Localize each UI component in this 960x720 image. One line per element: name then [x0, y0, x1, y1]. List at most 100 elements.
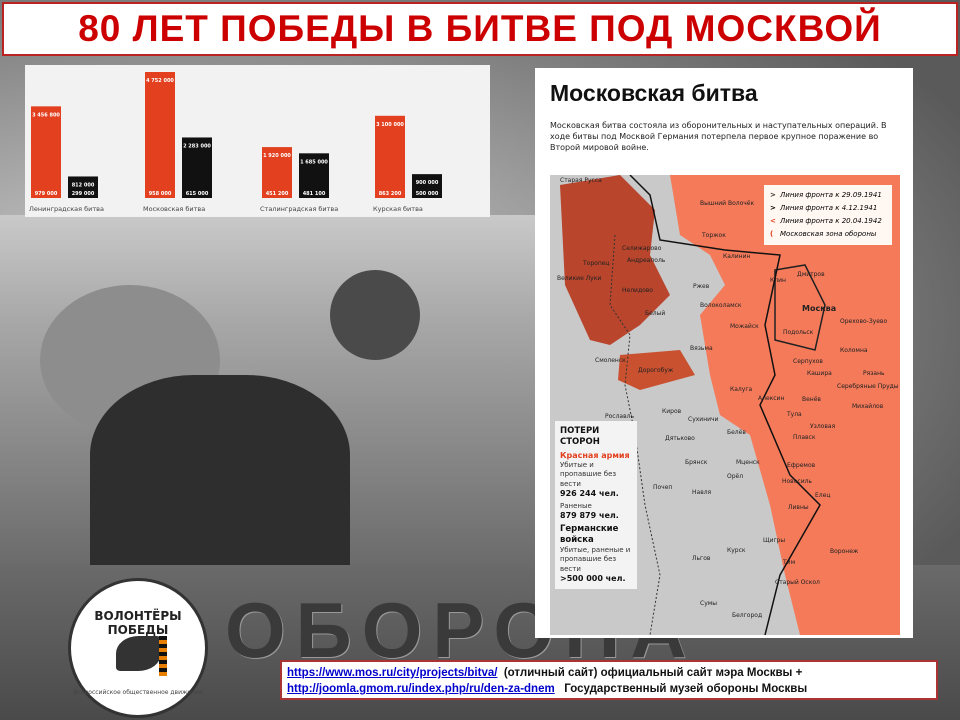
city-label: Дмитров [797, 271, 825, 278]
city-label: Плавск [793, 434, 816, 441]
bar-black-total [182, 137, 212, 198]
battle-name: Сталинградская битва [260, 205, 338, 213]
map-card: Московская битва Московская битва состоя… [535, 68, 913, 638]
city-label: Вязьма [690, 345, 713, 352]
bar-label: 3 456 800 [32, 112, 60, 118]
city-label: Ефремов [787, 462, 816, 469]
bar-label: 958 000 [149, 191, 172, 197]
city-label: Старый Оскол [775, 579, 820, 586]
bar-label: 615 000 [186, 191, 209, 197]
bar-label: 979 000 [35, 191, 58, 197]
city-label: Сухиничи [688, 416, 719, 423]
legend-label: Линия фронта к 29.09.1941 [780, 191, 882, 199]
city-label: Можайск [730, 323, 759, 330]
city-label: Старая Русса [560, 177, 602, 184]
dove-icon [116, 636, 161, 671]
occupied-area-center [618, 350, 695, 390]
bar-red-total [262, 147, 292, 198]
city-label: Орёл [727, 473, 744, 480]
occupied-area-north [560, 175, 670, 345]
city-label: Серпухов [793, 358, 823, 365]
battle-map: Старая Русса Вышний Волочёк Калинин Торжок Р… [550, 175, 900, 635]
bar-label: 1 685 000 [300, 159, 328, 165]
city-label: Калуга [730, 386, 753, 393]
bar-red-total [375, 115, 405, 198]
city-label: Ливны [788, 504, 809, 511]
city-label: Орехово-Зуево [840, 318, 888, 325]
legend-label: Линия фронта к 4.12.1941 [780, 204, 878, 212]
city-label: Льгов [692, 555, 711, 562]
city-label: Торжок [702, 232, 726, 239]
city-label: Рязань [863, 370, 885, 377]
city-label: Калинин [723, 253, 751, 260]
mos-link[interactable]: https://www.mos.ru/city/projects/bitva/ [287, 667, 498, 679]
title-banner: 80 ЛЕТ ПОБЕДЫ В БИТВЕ ПОД МОСКВОЙ [2, 2, 958, 56]
front-line-1941 [629, 175, 821, 635]
links-box: https://www.mos.ru/city/projects/bitva/ … [280, 660, 938, 700]
mos-link-desc: (отличный сайт) официальный сайт мэра Мо… [503, 667, 803, 679]
losses-infographic: 3 456 800 979 000 812 000 299 000 Ленинградс… [25, 65, 490, 217]
battle-name: Московская битва [143, 205, 205, 213]
city-label: Андреаполь [627, 257, 666, 264]
city-label: Смоленск [595, 357, 626, 364]
logo-text: ВОЛОНТЁРЫ ПОБЕДЫ [94, 609, 182, 637]
map-legend: > Линия фронта к 29.09.1941 > Линия фронта … [764, 185, 892, 245]
city-label: Торопец [583, 260, 610, 267]
city-label: Брянск [685, 459, 708, 466]
city-label: Дорогобуж [638, 367, 674, 374]
city-label: Клин [770, 277, 786, 284]
red-killed-value: 926 244 чел. [560, 489, 619, 498]
german-label: Германские войска [560, 523, 619, 545]
legend-marker-icon: < [770, 217, 776, 225]
city-label: Подольск [783, 329, 814, 336]
red-wounded-value: 879 879 чел. [560, 511, 619, 520]
city-label-moscow: Москва [802, 304, 837, 313]
bar-label: 451 200 [266, 191, 289, 197]
legend-marker-icon: ( [770, 230, 774, 238]
city-label: Коломна [840, 347, 868, 354]
bar-label: 2 283 000 [183, 143, 211, 149]
city-label: Белгород [732, 612, 763, 619]
legend-marker-icon: > [770, 191, 776, 199]
city-label: Курск [727, 547, 746, 554]
red-wounded-label: Раненые [560, 501, 592, 510]
bar-label: 299 000 [72, 191, 95, 197]
link-row: https://www.mos.ru/city/projects/bitva/ … [287, 665, 931, 681]
legend-label: Московская зона обороны [780, 230, 877, 238]
legend-item: > Линия фронта к 29.09.1941 [770, 189, 886, 202]
city-label: Венёв [802, 396, 821, 403]
moscow-defense-line [774, 264, 826, 351]
city-label: Елец [815, 492, 831, 499]
city-label: Почеп [653, 484, 673, 491]
city-label: Киров [662, 408, 682, 415]
city-label: Ржев [693, 283, 710, 290]
city-label: Тула [787, 411, 802, 418]
city-label: Сумы [700, 600, 718, 607]
german-losses-value: >500 000 чел. [560, 574, 626, 583]
museum-link-desc: Государственный музей обороны Москвы [564, 683, 808, 695]
museum-link[interactable]: http://joomla.gmom.ru/index.php/ru/den-z… [287, 683, 555, 695]
city-label: Селижарово [622, 245, 662, 252]
bar-label: 863 200 [379, 191, 402, 197]
city-label: Щигры [763, 537, 786, 544]
map-regions [560, 175, 900, 635]
legend-marker-icon: > [770, 204, 776, 212]
bar-label: 3 100 000 [376, 122, 404, 128]
map-title: Московская битва [550, 80, 758, 106]
city-label: Воронеж [830, 548, 859, 555]
bar-black-total [299, 153, 329, 198]
bar-red-total [145, 72, 175, 198]
city-label: Михайлов [852, 403, 884, 410]
battle-name: Ленинградская битва [29, 205, 104, 213]
legend-label: Линия фронта к 20.04.1942 [780, 217, 882, 225]
legend-item: ( Московская зона обороны [770, 228, 886, 241]
bar-label: 812 000 [72, 182, 95, 188]
legend-item: < Линия фронта к 20.04.1942 [770, 215, 886, 228]
map-description: Московская битва состояла из оборонитель… [550, 121, 887, 152]
city-label: Нелидово [622, 287, 653, 294]
city-label: Вышний Волочёк [700, 200, 755, 207]
legend-item: > Линия фронта к 4.12.1941 [770, 202, 886, 215]
city-label: Алексин [758, 395, 785, 402]
page-title: 80 ЛЕТ ПОБЕДЫ В БИТВЕ ПОД МОСКВОЙ [78, 8, 882, 49]
city-label: Белый [645, 310, 666, 317]
